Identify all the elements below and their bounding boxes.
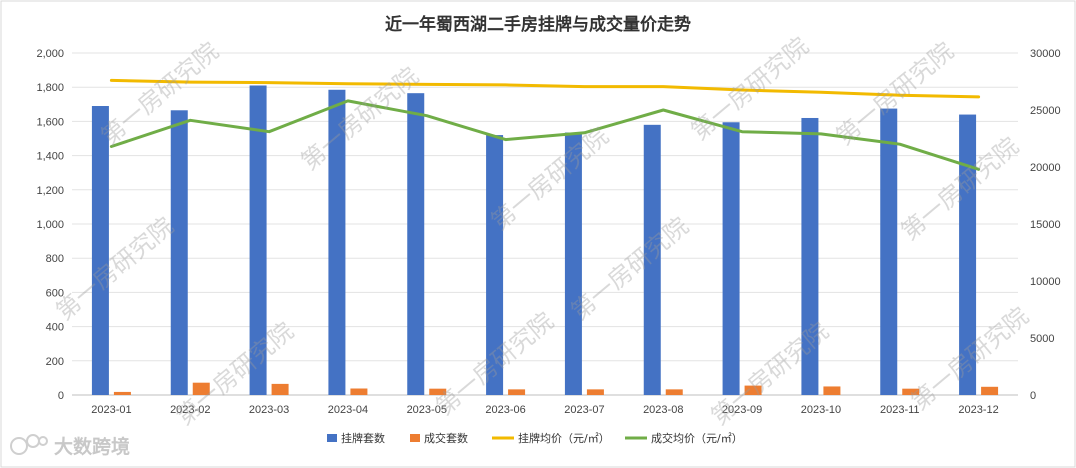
chart-title: 近一年蜀西湖二手房挂牌与成交量价走势	[385, 14, 691, 35]
left-tick-label: 1,200	[36, 185, 64, 197]
bar-deal	[192, 382, 210, 395]
bar-deal	[665, 389, 683, 395]
left-tick-label: 0	[58, 390, 64, 402]
right-y-axis: 0 5000 10000 15000 20000 25000 30000	[1030, 48, 1061, 402]
bar-listing	[880, 108, 898, 395]
left-tick-label: 400	[46, 322, 64, 334]
x-tick-label: 2023-04	[328, 404, 368, 416]
x-tick-label: 2023-03	[249, 404, 289, 416]
x-tick-label: 2023-01	[91, 404, 131, 416]
bar-listing	[328, 89, 346, 395]
bar-deal	[508, 389, 526, 395]
right-tick-label: 25000	[1030, 105, 1061, 117]
brand-text: 大数跨境	[54, 435, 130, 458]
line-series-3	[109, 99, 981, 171]
right-tick-label: 30000	[1030, 48, 1061, 60]
left-tick-label: 2,000	[36, 48, 64, 60]
legend: 挂牌套数 成交套数 挂牌均价（元/㎡） 成交均价（元/㎡）	[327, 431, 743, 445]
bar-listing	[486, 135, 504, 395]
line-series-2	[109, 78, 981, 99]
bar-listing	[959, 114, 977, 395]
legend-label: 成交套数	[424, 431, 468, 445]
right-tick-label: 20000	[1030, 162, 1061, 174]
x-tick-label: 2023-11	[880, 404, 920, 416]
bar-listing	[170, 110, 188, 395]
bar-listing	[91, 106, 109, 395]
bar-deal	[113, 391, 131, 395]
bar-deal	[744, 385, 762, 395]
x-axis: 2023-01 2023-02 2023-03 2023-04 2023-05 2023-…	[91, 404, 999, 416]
legend-label: 挂牌均价（元/㎡）	[518, 431, 610, 445]
x-tick-label: 2023-06	[485, 404, 525, 416]
left-tick-label: 1,800	[36, 82, 64, 94]
bar-deal	[350, 388, 368, 395]
bar-listing	[722, 122, 740, 395]
legend-label: 成交均价（元/㎡）	[651, 431, 743, 445]
brand-logo: 大数跨境	[10, 434, 130, 458]
bar-deal	[429, 388, 447, 395]
left-tick-label: 1,600	[36, 116, 64, 128]
bar-deal	[271, 383, 289, 395]
legend-label: 挂牌套数	[341, 431, 385, 445]
bar-deal	[902, 388, 920, 395]
left-tick-label: 1,400	[36, 151, 64, 163]
x-tick-label: 2023-07	[564, 404, 604, 416]
bar-listing	[407, 93, 425, 395]
bar-listing	[643, 124, 661, 395]
left-tick-label: 1,000	[36, 219, 64, 231]
left-tick-label: 200	[46, 356, 64, 368]
right-tick-label: 0	[1030, 390, 1036, 402]
x-tick-label: 2023-10	[801, 404, 841, 416]
legend-swatch	[410, 434, 420, 442]
left-tick-label: 600	[46, 287, 64, 299]
bar-listing	[564, 132, 582, 395]
x-tick-label: 2023-09	[722, 404, 762, 416]
left-tick-label: 800	[46, 253, 64, 265]
brand-icon	[10, 434, 48, 455]
left-y-axis: 0 200 400 600 800 1,000 1,200 1,400 1,600 1,800 2,…	[36, 48, 64, 402]
bars	[91, 85, 999, 396]
right-tick-label: 5000	[1030, 333, 1054, 345]
right-tick-label: 15000	[1030, 219, 1061, 231]
x-tick-label: 2023-05	[407, 404, 447, 416]
lines	[109, 78, 981, 171]
x-tick-label: 2023-12	[958, 404, 998, 416]
bar-listing	[249, 85, 267, 396]
legend-swatch	[327, 434, 337, 442]
right-tick-label: 10000	[1030, 276, 1061, 288]
bar-listing	[801, 117, 819, 395]
bar-deal	[823, 386, 841, 395]
bar-deal	[981, 386, 999, 395]
bar-deal	[586, 389, 604, 395]
x-tick-label: 2023-02	[170, 404, 210, 416]
x-tick-label: 2023-08	[643, 404, 683, 416]
